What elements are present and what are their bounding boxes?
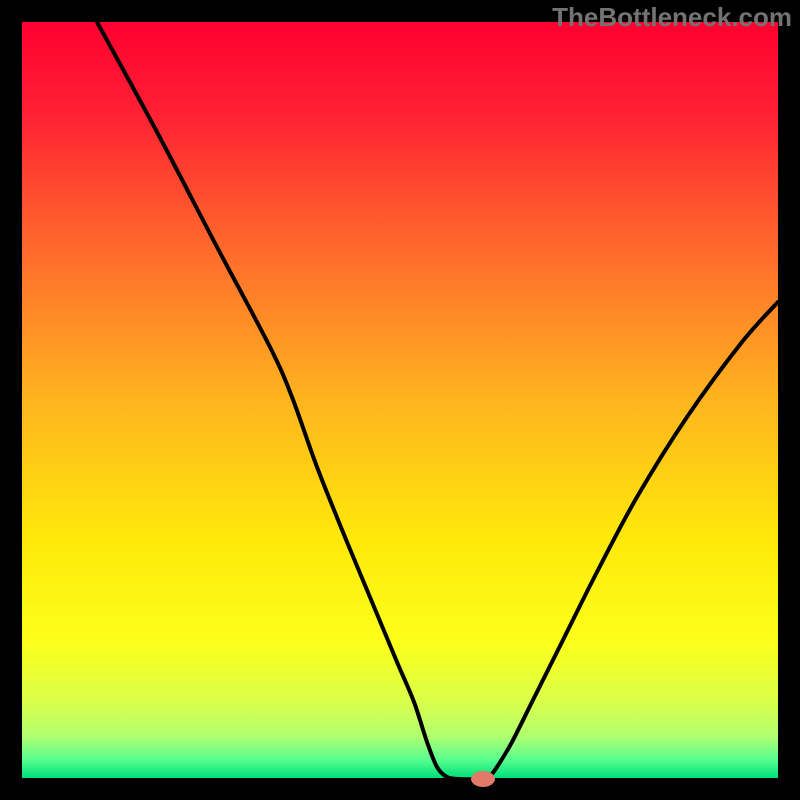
optimum-marker	[471, 771, 495, 787]
chart-container: TheBottleneck.com	[0, 0, 800, 800]
plot-area	[22, 22, 778, 778]
watermark-text: TheBottleneck.com	[552, 2, 792, 33]
